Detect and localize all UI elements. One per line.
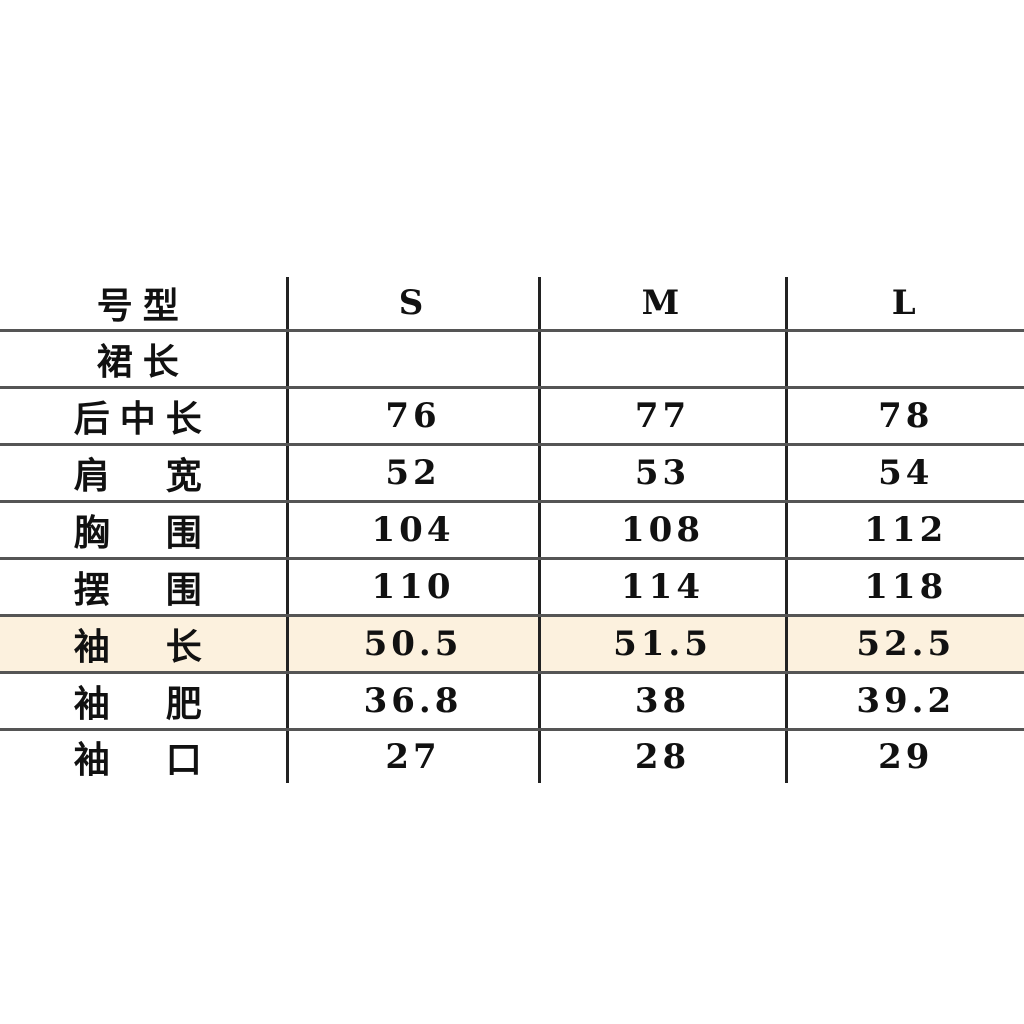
table-row: 裙长 <box>0 330 1024 389</box>
row-label: 后中长 <box>0 387 287 446</box>
table-cell: 38 <box>537 672 786 731</box>
row-label: 袖 口 <box>73 739 212 781</box>
table-cell: 29 <box>784 729 1024 783</box>
table-row: 袖 口 27 28 29 <box>0 729 1024 783</box>
table-cell: 114 <box>537 558 786 617</box>
table-row: 后中长 76 77 78 <box>0 387 1024 446</box>
table-cell: 108 <box>537 501 786 560</box>
row-label: 胸 围 <box>0 501 287 560</box>
table-cell: 27 <box>285 729 539 783</box>
table-cell: 50.5 <box>285 615 539 674</box>
table-cell: 112 <box>784 501 1024 560</box>
table-cell: 52 <box>285 444 539 503</box>
row-label: 裙长 <box>0 330 287 389</box>
header-row: 号型 S M L <box>0 277 1024 332</box>
table-row: 袖 肥 36.8 38 39.2 <box>0 672 1024 731</box>
table-row: 摆 围 110 114 118 <box>0 558 1024 617</box>
table-cell: 76 <box>285 387 539 446</box>
header-size-m: M <box>537 277 786 332</box>
table-cell <box>285 330 539 389</box>
row-label: 袖 肥 <box>0 672 287 731</box>
table-cell: 28 <box>537 729 786 783</box>
size-chart-table: 号型 S M L 裙长 后中长 76 77 78 肩 宽 52 53 54 胸 围 104 108 112 摆 围… <box>0 277 1024 783</box>
table-cell: 78 <box>784 387 1024 446</box>
table-cell <box>537 330 786 389</box>
table-cell: 36.8 <box>285 672 539 731</box>
table-cell: 51.5 <box>537 615 786 674</box>
table-cell: 54 <box>784 444 1024 503</box>
header-size-s: S <box>285 277 539 332</box>
row-label: 袖 长 <box>0 615 287 674</box>
table-cell: 53 <box>537 444 786 503</box>
table-row: 肩 宽 52 53 54 <box>0 444 1024 503</box>
table-cell: 118 <box>784 558 1024 617</box>
table-cell: 77 <box>537 387 786 446</box>
table-cell <box>784 330 1024 389</box>
table-cell: 52.5 <box>784 615 1024 674</box>
row-label: 摆 围 <box>0 558 287 617</box>
table-cell: 110 <box>285 558 539 617</box>
header-size-label: 号型 <box>0 277 287 332</box>
table-cell: 104 <box>285 501 539 560</box>
table-row: 袖 长 50.5 51.5 52.5 <box>0 615 1024 674</box>
table-row: 胸 围 104 108 112 <box>0 501 1024 560</box>
table-cell: 39.2 <box>784 672 1024 731</box>
header-size-l: L <box>784 277 1024 332</box>
row-label: 肩 宽 <box>0 444 287 503</box>
